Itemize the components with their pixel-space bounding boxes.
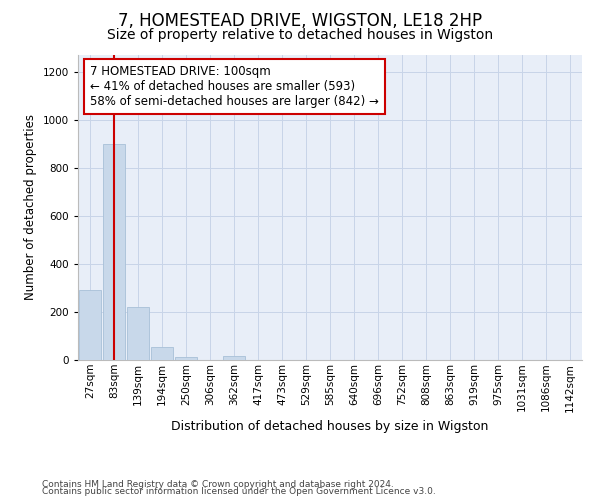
Text: Contains public sector information licensed under the Open Government Licence v3: Contains public sector information licen…	[42, 487, 436, 496]
X-axis label: Distribution of detached houses by size in Wigston: Distribution of detached houses by size …	[172, 420, 488, 433]
Text: Size of property relative to detached houses in Wigston: Size of property relative to detached ho…	[107, 28, 493, 42]
Bar	[79, 290, 101, 360]
Bar	[151, 347, 173, 360]
Bar	[127, 307, 149, 360]
Text: 7 HOMESTEAD DRIVE: 100sqm
← 41% of detached houses are smaller (593)
58% of semi: 7 HOMESTEAD DRIVE: 100sqm ← 41% of detac…	[90, 64, 379, 108]
Y-axis label: Number of detached properties: Number of detached properties	[24, 114, 37, 300]
Text: Contains HM Land Registry data © Crown copyright and database right 2024.: Contains HM Land Registry data © Crown c…	[42, 480, 394, 489]
Text: 7, HOMESTEAD DRIVE, WIGSTON, LE18 2HP: 7, HOMESTEAD DRIVE, WIGSTON, LE18 2HP	[118, 12, 482, 30]
Bar	[103, 144, 125, 360]
Bar	[223, 356, 245, 360]
Bar	[175, 357, 197, 360]
